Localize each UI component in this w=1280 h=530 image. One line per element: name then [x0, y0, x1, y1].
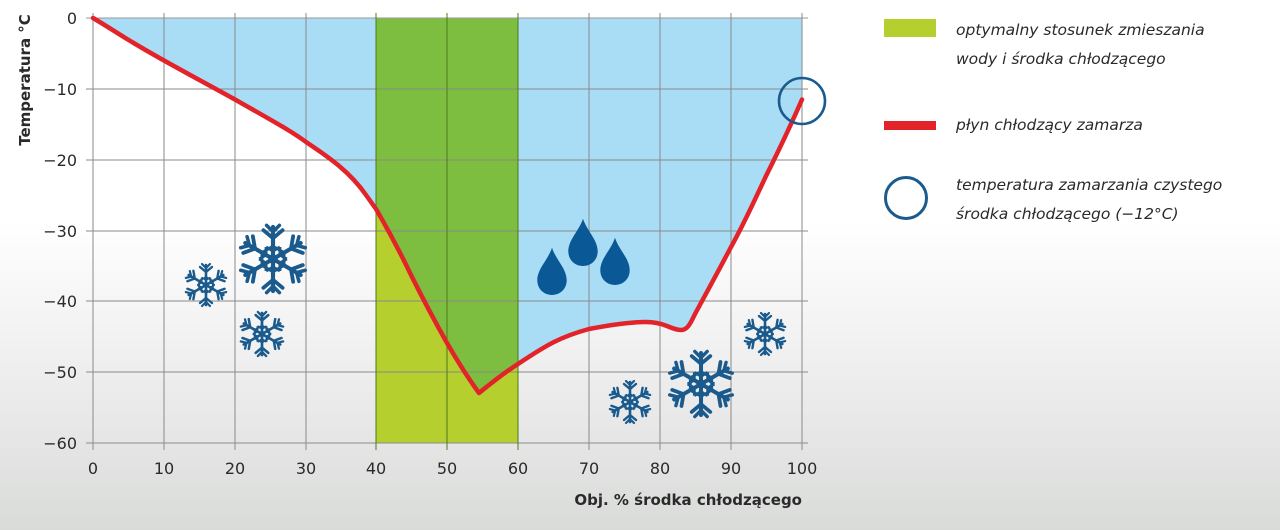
x-tick-label: 0	[88, 459, 98, 478]
x-tick-label: 60	[508, 459, 528, 478]
grid	[86, 13, 808, 450]
y-tick-label: −20	[43, 151, 77, 170]
y-axis-title: Temperatura °C	[16, 14, 34, 146]
snowflake-icon	[240, 312, 284, 356]
x-axis-ticks: 0 10 20 30 40 50 60 70 80 90 100	[88, 459, 817, 478]
x-tick-label: 90	[721, 459, 741, 478]
x-tick-label: 50	[437, 459, 457, 478]
legend-item-pure-coolant	[884, 176, 928, 220]
legend-label-optimal-ratio: optymalny stosunek zmieszania wody i śro…	[956, 21, 1205, 68]
circle-icon	[884, 176, 928, 220]
snowflake-icon	[668, 351, 734, 416]
x-tick-label: 30	[296, 459, 316, 478]
x-tick-label: 40	[366, 459, 386, 478]
legend-item-freezing-curve	[884, 121, 936, 130]
x-tick-label: 20	[225, 459, 245, 478]
x-axis-title: Obj. % środka chłodzącego	[574, 491, 802, 509]
y-tick-label: −50	[43, 363, 77, 382]
y-tick-label: −40	[43, 292, 77, 311]
freezing-curve	[90, 15, 805, 396]
y-tick-label: −30	[43, 222, 77, 241]
y-tick-label: 0	[67, 9, 77, 28]
x-tick-label: 70	[579, 459, 599, 478]
x-tick-label: 80	[650, 459, 670, 478]
snowflake-icon	[185, 264, 227, 306]
freezing-curve-swatch	[884, 121, 936, 130]
snowflake-icon	[609, 381, 651, 423]
snowflake-icon	[239, 225, 307, 292]
legend-label-pure-coolant: temperatura zamarzania czystego środka c…	[956, 176, 1223, 223]
legend-label-freezing-curve: płyn chłodzący zamarza	[956, 116, 1143, 134]
legend-item-optimal-ratio	[884, 19, 936, 37]
x-tick-label: 10	[154, 459, 174, 478]
y-axis-ticks: 0 −10 −20 −30 −40 −50 −60	[43, 9, 77, 453]
snowflake-icon	[744, 313, 786, 355]
y-tick-label: −60	[43, 434, 77, 453]
optimal-ratio-swatch	[884, 19, 936, 37]
y-tick-label: −10	[43, 80, 77, 99]
x-tick-label: 100	[787, 459, 818, 478]
pure-coolant-freezing-circle	[777, 76, 827, 126]
